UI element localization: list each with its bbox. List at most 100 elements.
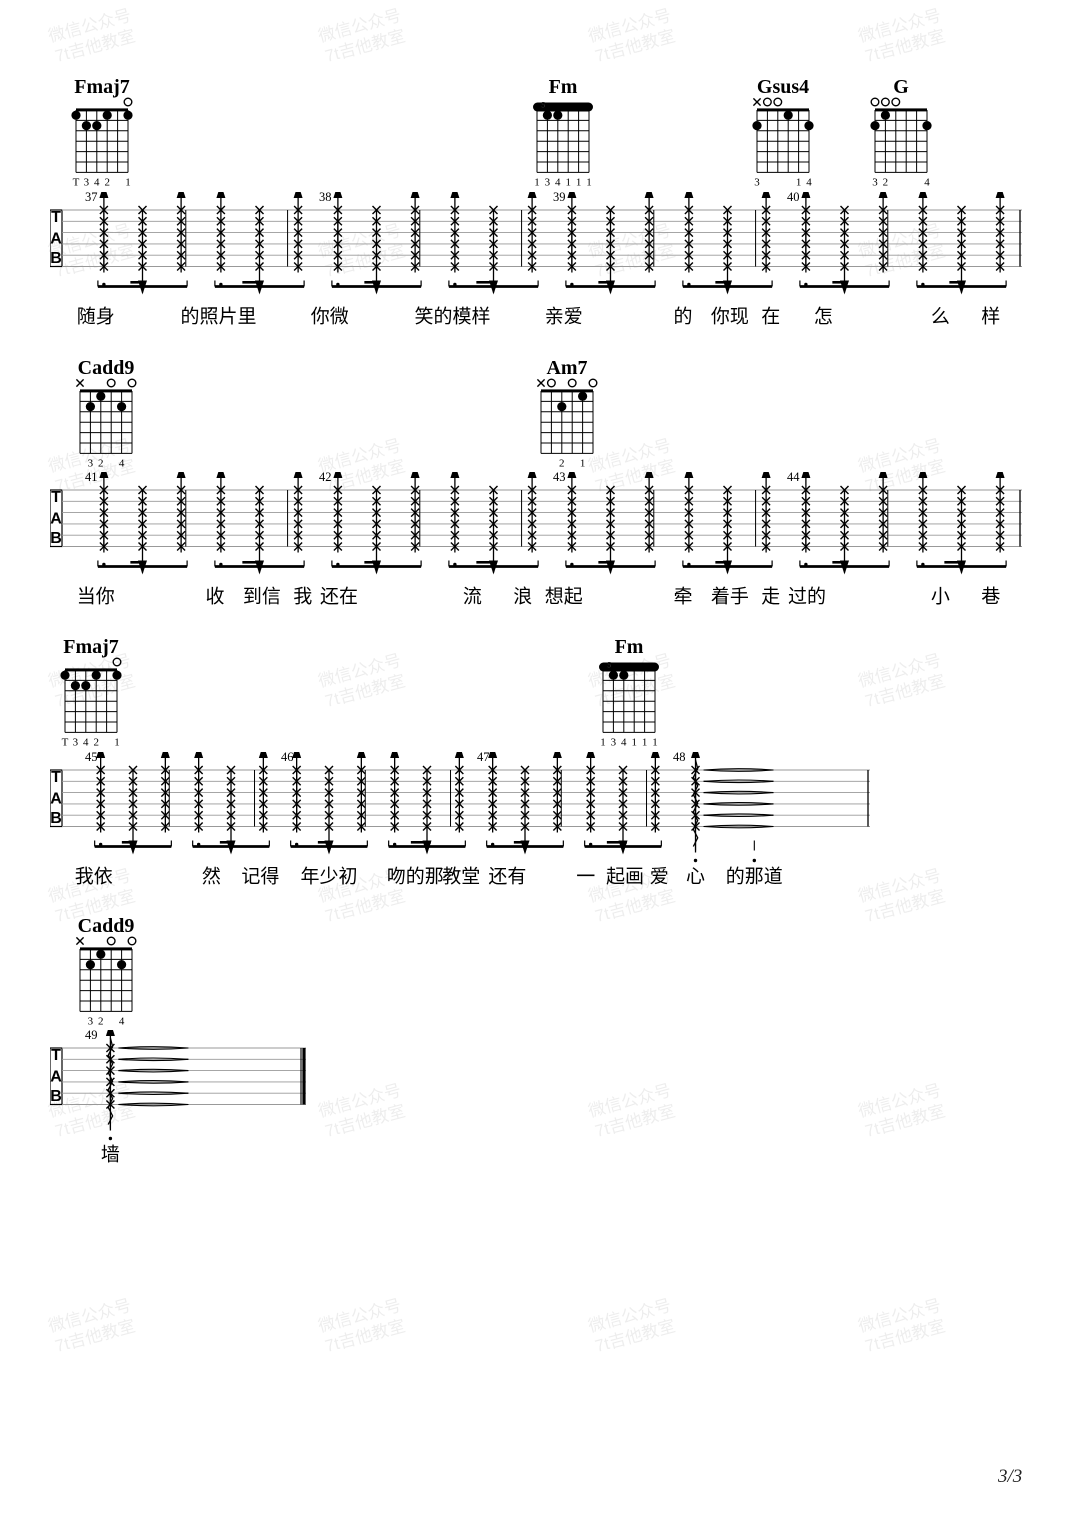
svg-text:B: B xyxy=(50,810,62,827)
svg-text:A: A xyxy=(50,230,62,247)
svg-text:教堂: 教堂 xyxy=(442,866,480,888)
svg-text:3: 3 xyxy=(88,1015,94,1027)
svg-text:4: 4 xyxy=(83,736,89,748)
svg-text:1: 1 xyxy=(796,176,802,188)
svg-text:38: 38 xyxy=(319,192,332,204)
svg-text:牵: 牵 xyxy=(674,586,693,608)
svg-text:的照片里: 的照片里 xyxy=(181,306,257,328)
svg-text:T: T xyxy=(51,489,61,506)
svg-text:墙: 墙 xyxy=(101,1144,120,1166)
svg-text:1: 1 xyxy=(580,457,586,469)
svg-text:3: 3 xyxy=(84,176,90,188)
svg-text:着手: 着手 xyxy=(711,586,749,608)
svg-text:2: 2 xyxy=(98,1015,104,1027)
svg-text:Fmaj7: Fmaj7 xyxy=(74,79,130,98)
svg-text:45: 45 xyxy=(85,752,98,764)
svg-text:Am7: Am7 xyxy=(546,360,587,379)
svg-text:44: 44 xyxy=(787,472,800,484)
svg-text:47: 47 xyxy=(477,752,490,764)
svg-text:还在: 还在 xyxy=(320,586,358,608)
svg-text:43: 43 xyxy=(553,472,566,484)
svg-text:3: 3 xyxy=(754,176,760,188)
svg-text:Fm: Fm xyxy=(615,639,644,658)
svg-text:4: 4 xyxy=(94,176,100,188)
svg-text:5: 5 xyxy=(607,660,611,669)
svg-text:吻的那: 吻的那 xyxy=(387,866,444,888)
svg-text:1: 1 xyxy=(125,176,131,188)
svg-text:1: 1 xyxy=(114,736,120,748)
svg-text:4: 4 xyxy=(119,457,125,469)
svg-text:然: 然 xyxy=(202,866,221,888)
svg-text:3: 3 xyxy=(88,457,94,469)
svg-text:2: 2 xyxy=(104,176,110,188)
svg-text:爱: 爱 xyxy=(650,866,669,888)
svg-text:记得: 记得 xyxy=(241,866,279,888)
svg-text:起画: 起画 xyxy=(606,866,644,888)
svg-text:到信: 到信 xyxy=(243,586,281,608)
svg-text:4: 4 xyxy=(924,176,930,188)
svg-text:随身: 随身 xyxy=(77,306,115,328)
svg-text:3: 3 xyxy=(73,736,79,748)
svg-text:过的: 过的 xyxy=(788,586,826,608)
svg-text:48: 48 xyxy=(673,752,686,764)
svg-text:心: 心 xyxy=(686,867,705,888)
svg-text:41: 41 xyxy=(85,472,98,484)
svg-text:巷: 巷 xyxy=(981,586,1000,608)
svg-text:想起: 想起 xyxy=(545,586,583,608)
svg-text:42: 42 xyxy=(319,472,332,484)
svg-text:T: T xyxy=(51,769,61,786)
svg-text:1: 1 xyxy=(652,736,658,748)
svg-text:37: 37 xyxy=(85,192,98,204)
svg-text:1: 1 xyxy=(586,176,592,188)
svg-text:你微: 你微 xyxy=(311,306,349,328)
svg-text:4: 4 xyxy=(806,176,812,188)
svg-text:当你: 当你 xyxy=(77,586,115,608)
svg-text:亲爱: 亲爱 xyxy=(545,306,583,328)
svg-text:G: G xyxy=(893,79,909,98)
svg-text:我依: 我依 xyxy=(75,866,113,888)
svg-text:2: 2 xyxy=(98,457,104,469)
svg-text:我: 我 xyxy=(293,586,312,608)
svg-text:还有: 还有 xyxy=(488,866,526,888)
svg-text:4: 4 xyxy=(621,736,627,748)
svg-text:怎: 怎 xyxy=(814,306,833,328)
svg-text:A: A xyxy=(50,790,62,807)
svg-text:1: 1 xyxy=(565,176,571,188)
svg-text:T: T xyxy=(62,736,69,748)
svg-text:么: 么 xyxy=(931,306,950,328)
svg-text:A: A xyxy=(50,1068,62,1085)
svg-text:4: 4 xyxy=(119,1015,125,1027)
svg-text:B: B xyxy=(50,1088,62,1105)
svg-text:5: 5 xyxy=(541,100,545,109)
svg-text:流: 流 xyxy=(463,586,482,608)
svg-text:T: T xyxy=(51,209,61,226)
svg-text:浪: 浪 xyxy=(513,586,532,608)
svg-text:一: 一 xyxy=(576,867,595,888)
svg-text:的那道: 的那道 xyxy=(726,866,783,888)
svg-text:T: T xyxy=(51,1047,61,1064)
svg-text:2: 2 xyxy=(883,176,889,188)
svg-text:1: 1 xyxy=(576,176,582,188)
svg-text:你现: 你现 xyxy=(711,306,749,328)
svg-text:T: T xyxy=(73,176,80,188)
svg-text:3: 3 xyxy=(872,176,878,188)
svg-text:2: 2 xyxy=(93,736,99,748)
svg-text:Fm: Fm xyxy=(549,79,578,98)
svg-text:1: 1 xyxy=(642,736,648,748)
svg-text:Cadd9: Cadd9 xyxy=(78,360,135,379)
svg-text:年少初: 年少初 xyxy=(300,866,357,888)
svg-text:1: 1 xyxy=(631,736,637,748)
svg-text:的: 的 xyxy=(674,306,693,328)
svg-text:4: 4 xyxy=(555,176,561,188)
svg-text:Gsus4: Gsus4 xyxy=(757,79,809,98)
svg-text:46: 46 xyxy=(281,752,294,764)
svg-text:49: 49 xyxy=(85,1030,98,1042)
svg-text:走: 走 xyxy=(761,586,780,608)
svg-text:收: 收 xyxy=(206,586,225,608)
svg-text:40: 40 xyxy=(787,192,800,204)
svg-text:样: 样 xyxy=(981,306,1000,328)
svg-text:小: 小 xyxy=(931,586,950,608)
svg-text:3: 3 xyxy=(545,176,551,188)
svg-text:B: B xyxy=(50,530,62,547)
svg-text:1: 1 xyxy=(534,176,540,188)
